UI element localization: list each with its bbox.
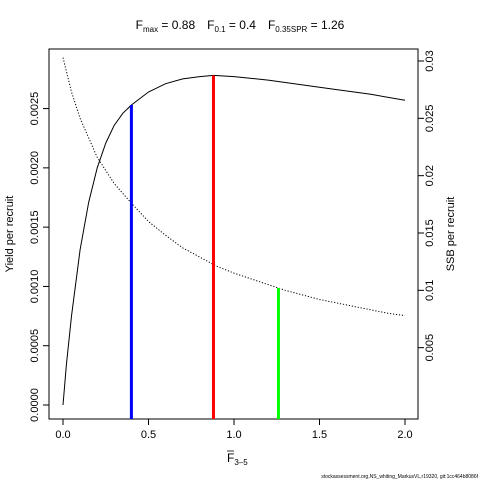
y-right-tick-label: 0.025 [424, 105, 436, 133]
y-right-tick-label: 0.01 [424, 280, 436, 301]
x-label-main: F3–5 [227, 451, 248, 467]
y-left-label: Yield per recruit [4, 196, 16, 273]
x-label-f: F [227, 451, 234, 465]
fmax-value: = 0.88 [158, 18, 195, 32]
y-right-tick-label: 0.02 [424, 165, 436, 186]
y-left-tick-label: 0.0025 [29, 92, 41, 126]
y-right-tick-label: 0.005 [424, 334, 436, 362]
watermark: stockassessment.org,NS_whiting_MarkusVL,… [321, 474, 478, 480]
x-axis-label: F3–5 [227, 450, 248, 467]
chart-title: Fmax = 0.88 F0.1 = 0.4 F0.35SPR = 1.26 [136, 18, 345, 34]
y-right-tick-label: 0.03 [424, 50, 436, 71]
x-axis: 0.0 0.5 1.0 1.5 2.0 [55, 419, 413, 441]
x-tick-label: 2.0 [397, 429, 412, 441]
x-label-sub: 3–5 [234, 458, 248, 467]
ssb-per-recruit-line [62, 57, 406, 317]
x-tick-label: 0.0 [55, 429, 70, 441]
x-tick-label: 0.5 [141, 429, 156, 441]
fmax-subscript: max [143, 25, 158, 34]
x-tick-label: 1.5 [312, 429, 327, 441]
f01-value: = 0.4 [226, 18, 257, 32]
y-left-axis: 0.0000 0.0005 0.0010 0.0015 0.0020 0.0025 [29, 92, 49, 422]
y-right-axis: 0.005 0.01 0.015 0.02 0.025 0.03 [418, 50, 436, 361]
x-tick-label: 1.0 [226, 429, 241, 441]
fmax-label: F [136, 18, 143, 32]
reference-lines [129, 75, 280, 419]
y-left-tick-label: 0.0000 [29, 388, 41, 422]
f01-label: F [207, 18, 214, 32]
f01-subscript: 0.1 [214, 25, 226, 34]
fspr-value: = 1.26 [307, 18, 344, 32]
y-left-tick-label: 0.0020 [29, 151, 41, 185]
y-right-label: SSB per recruit [445, 197, 457, 272]
fspr-subscript: 0.35SPR [275, 25, 307, 34]
y-left-tick-label: 0.0015 [29, 210, 41, 244]
fspr-label: F [268, 18, 275, 32]
plot-frame [48, 48, 419, 420]
y-left-tick-label: 0.0010 [29, 270, 41, 304]
y-right-tick-label: 0.015 [424, 219, 436, 247]
yield-per-recruit-line [62, 74, 406, 406]
series-layer [62, 57, 406, 406]
y-left-tick-label: 0.0005 [29, 329, 41, 363]
